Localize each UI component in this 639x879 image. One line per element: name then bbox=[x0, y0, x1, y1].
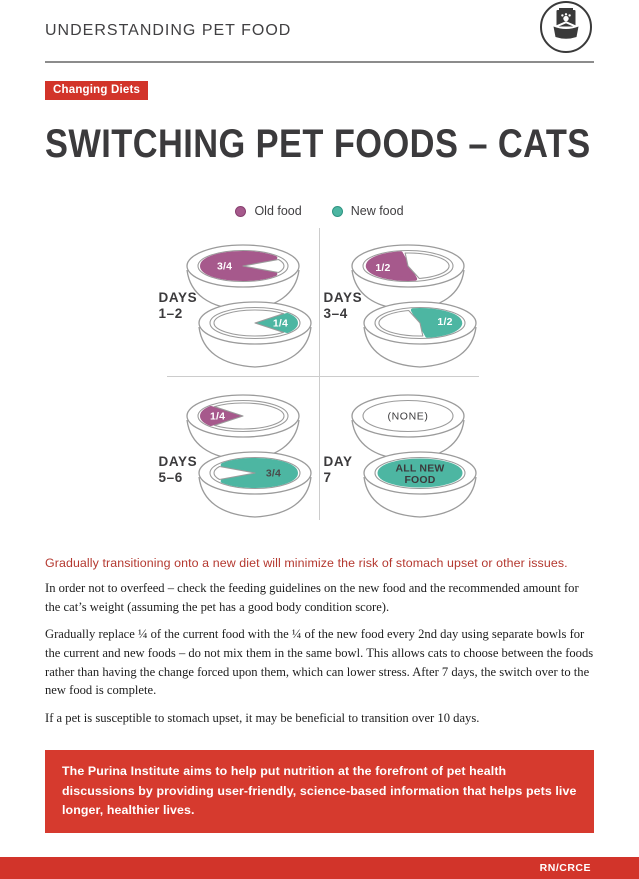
new-food-swatch bbox=[331, 205, 343, 217]
legend-item-old-food: Old food bbox=[235, 204, 302, 218]
highlight-sentence: Gradually transitioning onto a new diet … bbox=[45, 556, 568, 570]
bowls-days-5-6: 1/4 3/4 bbox=[185, 394, 312, 518]
svg-text:1/2: 1/2 bbox=[375, 262, 390, 274]
legend: Old food New food bbox=[45, 204, 594, 218]
masthead: UNDERSTANDING PET FOOD bbox=[45, 0, 594, 63]
page-title: SWITCHING PET FOODS – CATS bbox=[45, 122, 591, 166]
svg-text:1/4: 1/4 bbox=[209, 411, 224, 423]
paragraph-stomach-upset: If a pet is susceptible to stomach upset… bbox=[45, 710, 480, 725]
transition-diagram: 3/4 1/4 DAYS 1–2 1/2 1/2 DAYS 3–4 1/4 3/4 D… bbox=[155, 226, 485, 526]
footer-bar: RN/CRCE bbox=[0, 857, 639, 879]
quadrant-days-3-4: 1/2 1/2 DAYS 3–4 bbox=[320, 226, 485, 376]
category-badge: Changing Diets bbox=[45, 81, 149, 100]
masthead-title: UNDERSTANDING PET FOOD bbox=[45, 22, 292, 39]
paragraph-replace-method: Gradually replace ¼ of the current food … bbox=[45, 627, 594, 698]
svg-text:3/4: 3/4 bbox=[216, 261, 231, 273]
day-label: DAYS 5–6 bbox=[158, 454, 198, 485]
old-food-swatch bbox=[235, 205, 247, 217]
paragraph-overfeed: In order not to overfeed – check the fee… bbox=[45, 581, 579, 614]
quadrant-days-5-6: 1/4 3/4 DAYS 5–6 bbox=[155, 376, 320, 526]
vertical-divider bbox=[319, 228, 320, 520]
day-label: DAYS 3–4 bbox=[323, 290, 363, 321]
quadrant-day-7: (NONE) ALL NEW FOOD DAY 7 bbox=[320, 376, 485, 526]
pet-food-bag-and-bowl-icon bbox=[538, 0, 594, 61]
legend-label-new-food: New food bbox=[350, 204, 404, 218]
legend-item-new-food: New food bbox=[331, 204, 404, 218]
bowls-days-1-2: 3/4 1/4 bbox=[185, 244, 312, 368]
quadrant-days-1-2: 3/4 1/4 DAYS 1–2 bbox=[155, 226, 320, 376]
header-divider bbox=[45, 61, 594, 63]
bowls-day-7: (NONE) ALL NEW FOOD bbox=[350, 394, 477, 518]
svg-text:3/4: 3/4 bbox=[265, 468, 280, 480]
body-copy: In order not to overfeed – check the fee… bbox=[45, 579, 594, 727]
bowls-days-3-4: 1/2 1/2 bbox=[350, 244, 477, 368]
doc-code: RN/CRCE bbox=[539, 862, 591, 874]
day-label: DAY 7 bbox=[323, 454, 353, 485]
day-label: DAYS 1–2 bbox=[158, 290, 198, 321]
purina-institute-info-box: The Purina Institute aims to help put nu… bbox=[45, 750, 594, 834]
svg-text:1/4: 1/4 bbox=[272, 318, 287, 330]
horizontal-divider bbox=[166, 375, 479, 377]
svg-text:1/2: 1/2 bbox=[437, 316, 452, 328]
legend-label-old-food: Old food bbox=[254, 204, 302, 218]
svg-text:(NONE): (NONE) bbox=[387, 411, 428, 423]
